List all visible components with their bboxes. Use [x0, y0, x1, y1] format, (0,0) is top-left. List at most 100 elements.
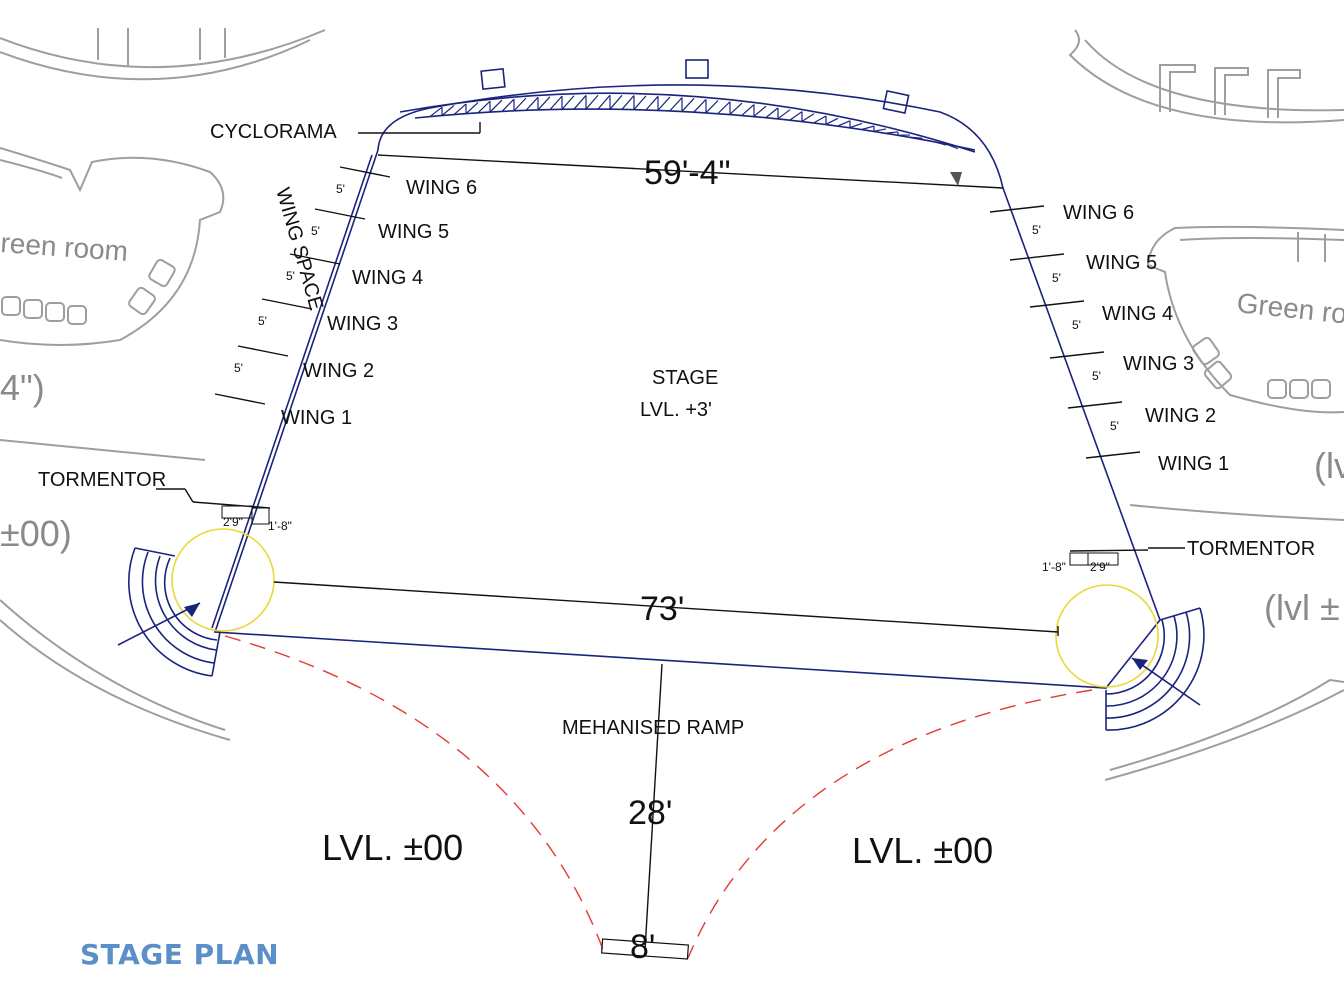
wing-marker [314, 208, 366, 220]
truss-member [585, 94, 599, 110]
truss-member [885, 131, 899, 134]
wing-spacing-label: 5' [311, 224, 320, 238]
cyclorama-truss [429, 94, 959, 150]
truss-member [777, 109, 791, 120]
truss-member [621, 95, 635, 110]
ghost-level-right-b: (lvl ± [1264, 587, 1340, 628]
tormentor-left [156, 488, 271, 525]
tormentor-right-label: TORMENTOR [1187, 538, 1315, 560]
wing-label-left: WING 6 [406, 177, 477, 199]
truss-member [717, 101, 731, 114]
wing-marker [289, 253, 341, 265]
truss-member [909, 136, 923, 139]
ramp-end-dimension: 8' [630, 928, 655, 966]
stage-outline [211, 59, 1161, 689]
truss-member [525, 96, 539, 111]
wing-spacing-label: 5' [336, 182, 345, 196]
truss-member [609, 94, 623, 110]
wing-spacing-label: 5' [286, 269, 295, 283]
chair-icon [1, 258, 176, 325]
tormentor-left-dim-a: 2'9" [223, 515, 243, 529]
truss-member [573, 95, 587, 110]
wing-label-left: WING 5 [378, 221, 449, 243]
wing-marker [1049, 351, 1105, 359]
truss-member [549, 95, 563, 111]
wing-spacing-label: 5' [1052, 271, 1061, 285]
truss-member [537, 96, 551, 111]
truss-member [933, 141, 947, 146]
truss-member [657, 96, 671, 111]
tormentor-right-dim-b: 2'9" [1090, 560, 1110, 574]
cyclorama-label: CYCLORAMA [210, 121, 337, 143]
wing-label-left: WING 3 [327, 313, 398, 335]
wing-marker [339, 166, 391, 178]
truss-member [837, 120, 851, 127]
truss-member [741, 104, 755, 116]
truss-member [441, 105, 455, 116]
wing-label-right: WING 5 [1086, 252, 1157, 274]
wing-spacing-label: 5' [1110, 419, 1119, 433]
truss-member [597, 94, 611, 110]
truss-member [645, 95, 659, 111]
truss-member [861, 125, 875, 130]
truss-member [453, 103, 467, 115]
truss-member [693, 99, 707, 113]
truss-member [753, 105, 767, 117]
wing-label-left: WING 1 [281, 407, 352, 429]
wing-marker [1067, 401, 1123, 409]
truss-member [489, 99, 503, 113]
truss-member [813, 115, 827, 124]
wing-spacing-label: 5' [1032, 223, 1041, 237]
tormentor-left-dim-b: 1'-8" [268, 519, 292, 533]
wing-markers-left: WING 6 5' WING 5 5' WING 4 5' WING 3 5' WING 2 5'… [214, 166, 477, 429]
wing-spacing-label: 5' [258, 314, 267, 328]
green-room-right-label: Green ro [1235, 287, 1344, 329]
wing-marker [214, 393, 266, 405]
tormentor-right-dim-a: 1'-8" [1042, 560, 1066, 574]
stage-level-label: LVL. +3' [640, 399, 712, 421]
truss-member [705, 100, 719, 114]
stage-label: STAGE [652, 367, 718, 389]
proscenium-width-dimension: 73' [640, 590, 684, 628]
wing-marker [989, 205, 1045, 213]
wing-label-right: WING 6 [1063, 202, 1134, 224]
green-room-left-label: reen room [0, 227, 129, 267]
truss-member [465, 102, 479, 115]
truss-member [789, 111, 803, 121]
truss-member [561, 95, 575, 110]
wing-label-right: WING 3 [1123, 353, 1194, 375]
tormentor-left-label: TORMENTOR [38, 469, 166, 491]
truss-member [729, 102, 743, 115]
wing-space-label: WING SPACE [271, 185, 327, 312]
level-left-label: LVL. ±00 [322, 827, 463, 868]
wing-label-left: WING 2 [303, 360, 374, 382]
wing-label-right: WING 4 [1102, 303, 1173, 325]
ramp-label: MEHANISED RAMP [562, 717, 744, 739]
wing-marker [1085, 451, 1141, 459]
revolve-right [1055, 584, 1205, 731]
truss-member [429, 106, 443, 118]
truss-member [849, 122, 863, 129]
wing-label-right: WING 2 [1145, 405, 1216, 427]
truss-member [501, 98, 515, 112]
level-right-label: LVL. ±00 [852, 830, 993, 871]
truss-member [681, 98, 695, 112]
wing-spacing-label: 5' [234, 361, 243, 375]
wing-markers-right: WING 6 5' WING 5 5' WING 4 5' WING 3 5' WING 2 5'… [989, 202, 1229, 475]
truss-member [921, 138, 935, 143]
background-ghost-linework: reen room Green ro 4") ±00) (lv (lvl ± [0, 28, 1344, 781]
truss-member [669, 97, 683, 112]
wing-label-right: WING 1 [1158, 453, 1229, 475]
dimension-lines [273, 122, 1059, 951]
ghost-level-left-a: 4") [0, 367, 45, 408]
truss-member [765, 107, 779, 118]
page-title: STAGE PLAN [80, 938, 280, 971]
wing-label-left: WING 4 [352, 267, 423, 289]
wing-marker [237, 345, 289, 357]
truss-member [477, 100, 491, 114]
wing-marker [261, 298, 313, 310]
truss-member [945, 143, 959, 150]
chair-icon [1192, 336, 1331, 399]
ramp-depth-dimension: 28' [628, 794, 672, 832]
truss-member [633, 95, 647, 110]
